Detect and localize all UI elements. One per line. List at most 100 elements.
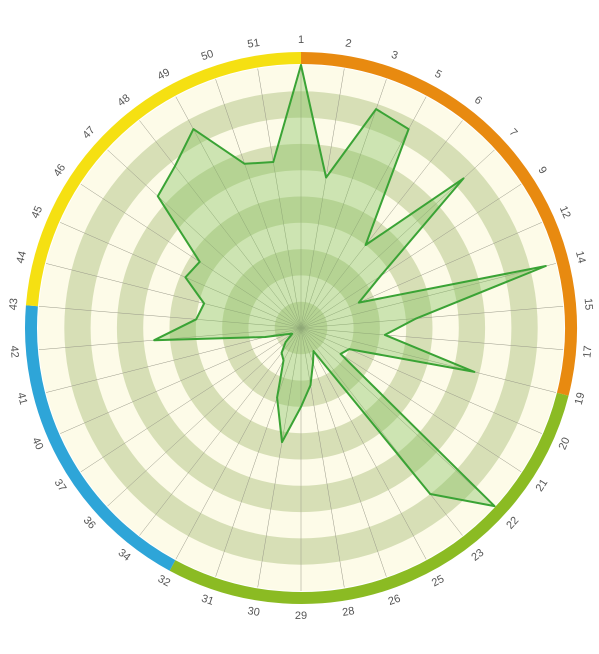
category-tick-label: 34 [116, 547, 133, 564]
category-tick-label: 21 [534, 477, 551, 494]
series-area [153, 64, 547, 508]
data-point [291, 333, 294, 335]
data-point [243, 163, 246, 165]
spoke-line [80, 327, 302, 473]
data-point [198, 261, 201, 263]
category-tick-label: 41 [15, 391, 30, 406]
data-point [415, 317, 418, 320]
spoke-line [257, 68, 302, 329]
spoke-line [60, 222, 302, 329]
data-point [473, 371, 476, 373]
category-tick-label: 46 [51, 162, 68, 179]
data-point [153, 339, 155, 342]
category-tick-label: 17 [581, 345, 594, 358]
category-tick-label: 43 [7, 298, 20, 311]
data-point [339, 353, 342, 355]
category-tick-label: 7 [506, 127, 519, 140]
data-point [364, 244, 367, 246]
data-point [429, 493, 432, 495]
data-point [325, 176, 327, 179]
data-point [157, 195, 159, 197]
data-point [285, 333, 288, 336]
data-point [300, 64, 302, 66]
spoke-line [300, 306, 564, 329]
data-point [375, 108, 377, 110]
category-tick-label: 14 [573, 250, 588, 265]
data-point [192, 128, 195, 130]
spoke-line [300, 327, 522, 473]
category-tick-label: 47 [80, 124, 97, 141]
data-point [280, 352, 283, 354]
spoke-line [139, 120, 302, 329]
data-point [272, 161, 275, 163]
tick-labels: 1 235679121415171920212223252628293031323… [7, 34, 594, 622]
category-tick-label: 51 [247, 37, 261, 51]
spoke-line [300, 327, 427, 560]
category-tick-label: 50 [200, 48, 215, 63]
data-point [462, 177, 465, 180]
outer-segment [169, 392, 569, 604]
data-point [184, 276, 187, 279]
spoke-line [257, 327, 302, 588]
category-tick-label: 28 [341, 605, 355, 619]
category-tick-label: 9 [535, 165, 548, 177]
category-tick-label: 15 [582, 298, 595, 311]
spoke-line [60, 327, 302, 434]
data-point [300, 406, 302, 408]
spoke-line [300, 327, 557, 393]
data-point [493, 505, 496, 507]
spoke-line [300, 263, 557, 329]
category-tick-label: 1 [298, 34, 304, 46]
category-tick-label: 36 [81, 514, 98, 531]
spoke-line [300, 327, 495, 507]
category-tick-label: 25 [430, 573, 446, 589]
category-tick-label: 23 [469, 547, 486, 564]
data-point [545, 265, 547, 267]
spoke-line [300, 327, 542, 434]
data-point [264, 336, 267, 338]
data-point [379, 275, 382, 278]
data-point [312, 362, 314, 364]
data-point [281, 441, 283, 443]
spoke-line [175, 327, 302, 560]
outer-segment [300, 52, 577, 396]
spoke-line [300, 79, 387, 329]
category-tick-label: 20 [557, 436, 573, 452]
category-tick-label: 22 [504, 514, 521, 531]
category-tick-label: 26 [387, 593, 402, 608]
category-tick-label: 5 [433, 68, 444, 81]
spoke-line [139, 327, 302, 536]
category-tick-label: 44 [14, 250, 29, 265]
data-point [358, 301, 360, 304]
category-tick-label: 2 [344, 37, 352, 50]
category-tick-label: 32 [156, 573, 172, 589]
spoke-line [300, 222, 542, 329]
data-point [309, 384, 312, 386]
spoke-line [45, 263, 302, 329]
spoke-line [215, 327, 302, 577]
category-tick-label: 40 [29, 436, 45, 452]
category-tick-label: 12 [557, 204, 573, 220]
data-point [282, 359, 285, 362]
outer-ring [25, 52, 577, 604]
spoke-line [80, 183, 302, 329]
spoke-line [107, 327, 302, 507]
spoke-line [45, 327, 302, 393]
spoke-line [300, 120, 463, 329]
spoke-line [300, 327, 345, 588]
data-point [195, 318, 197, 321]
spoke-line [300, 327, 387, 577]
category-tick-label: 30 [247, 605, 261, 619]
data-point [384, 334, 386, 336]
outer-segment [25, 52, 302, 307]
data-point [284, 341, 287, 344]
data-point [276, 396, 278, 399]
spoke-line [300, 68, 345, 329]
spoke-line [300, 327, 564, 350]
data-point [407, 128, 410, 130]
spoke-line [38, 306, 302, 329]
category-tick-label: 48 [116, 92, 133, 109]
spoke-line [300, 183, 522, 329]
outer-segment [25, 305, 176, 571]
